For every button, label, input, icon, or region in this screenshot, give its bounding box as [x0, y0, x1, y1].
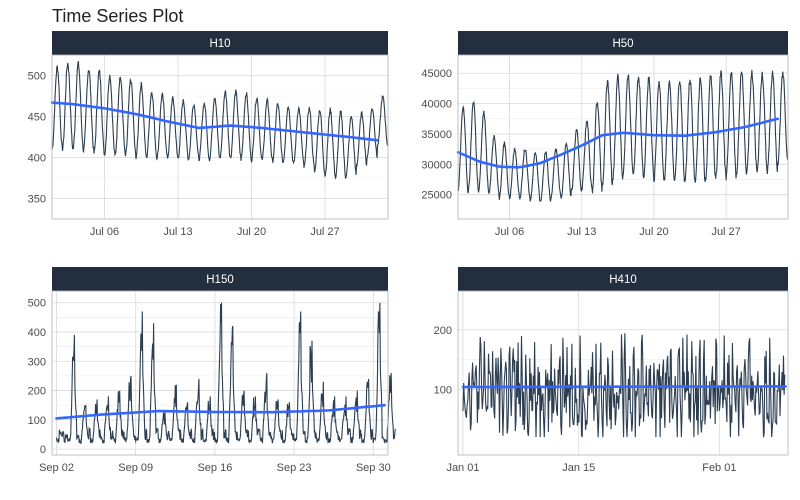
- facet-h10: H10 350 400 450 500 Jul 06 Jul 13 Jul 20 Jul 27: [28, 31, 389, 238]
- y-tick-label: 500: [28, 298, 46, 310]
- x-tick-label: Sep 09: [118, 462, 153, 474]
- panel-border: [457, 290, 789, 456]
- facet-strip-label: H10: [209, 38, 230, 50]
- panel-border: [457, 54, 789, 220]
- x-tick-label: Jul 13: [567, 226, 596, 238]
- facet-strip: [458, 267, 788, 291]
- smooth-trend-line: [50, 101, 379, 142]
- facet-strip-label: H150: [206, 274, 234, 286]
- y-tick-label: 100: [434, 384, 452, 396]
- x-tick-label: Feb 01: [702, 462, 736, 474]
- x-tick-label: Jul 06: [495, 226, 524, 238]
- x-tick-label: Sep 23: [277, 462, 312, 474]
- y-tick-label: 350: [28, 194, 46, 206]
- facet-h150: H150 0 100 200 300 400 500 Sep 02 Sep 09 Sep 16 Se…: [28, 267, 396, 474]
- facet-strip: [52, 31, 388, 55]
- facet-strip-label: H410: [609, 274, 637, 286]
- series-line: [55, 302, 396, 445]
- facet-strip: [52, 267, 388, 291]
- facet-h50: H50 25000 30000 35000 40000 45000 Jul 06 Jul 13…: [421, 31, 789, 238]
- panel-border: [51, 54, 389, 220]
- x-tick-label: Sep 30: [356, 462, 391, 474]
- y-tick-label: 100: [28, 415, 46, 427]
- x-tick-label: Jan 01: [446, 462, 479, 474]
- facet-strip-label: H50: [612, 38, 633, 50]
- y-tick-label: 45000: [421, 68, 452, 80]
- x-tick-label: Sep 16: [197, 462, 232, 474]
- y-tick-label: 500: [28, 71, 46, 83]
- y-tick-label: 35000: [421, 129, 452, 141]
- panel-border: [51, 290, 389, 456]
- page-title: Time Series Plot: [52, 6, 184, 26]
- smooth-trend-line: [55, 403, 386, 420]
- plot-area: [458, 55, 788, 219]
- y-tick-label: 0: [40, 444, 46, 456]
- smooth-trend-line: [456, 117, 779, 169]
- x-tick-label: Sep 02: [39, 462, 74, 474]
- series-line: [51, 61, 389, 180]
- x-tick-label: Jul 20: [639, 226, 668, 238]
- x-tick-label: Jul 27: [711, 226, 740, 238]
- smooth-trend-line: [461, 385, 787, 389]
- y-tick-label: 200: [434, 325, 452, 337]
- x-tick-label: Jul 06: [90, 226, 119, 238]
- x-tick-label: Jan 15: [562, 462, 595, 474]
- y-tick-label: 450: [28, 112, 46, 124]
- x-tick-label: Jul 27: [310, 226, 339, 238]
- x-tick-label: Jul 13: [163, 226, 192, 238]
- y-tick-label: 400: [28, 327, 46, 339]
- y-tick-label: 400: [28, 153, 46, 165]
- facet-h410: H410 100 200 Jan 01 Jan 15 Feb 01: [434, 267, 789, 474]
- x-tick-label: Jul 20: [237, 226, 266, 238]
- y-tick-label: 40000: [421, 99, 452, 111]
- y-tick-label: 300: [28, 356, 46, 368]
- facet-strip: [458, 31, 788, 55]
- series-line: [457, 69, 789, 202]
- series-line: [462, 333, 786, 438]
- y-tick-label: 30000: [421, 159, 452, 171]
- y-tick-label: 200: [28, 386, 46, 398]
- y-tick-label: 25000: [421, 190, 452, 202]
